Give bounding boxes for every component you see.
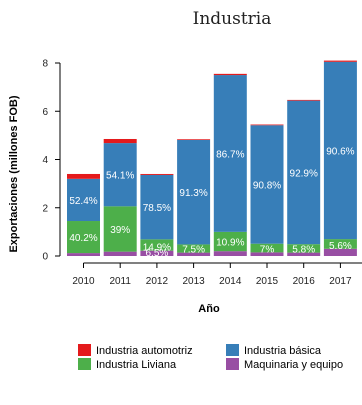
bar-segment bbox=[103, 143, 137, 207]
data-label: 7% bbox=[260, 244, 275, 255]
data-label: 40.2% bbox=[69, 233, 97, 244]
legend-swatch bbox=[226, 344, 239, 356]
legend-swatch bbox=[226, 358, 239, 370]
data-label: 54.1% bbox=[106, 171, 134, 182]
bar-segment bbox=[287, 100, 321, 245]
x-axis: 2010 2011 2012 2013 2014 2015 2016 2017 bbox=[72, 262, 362, 287]
data-label: 91.3% bbox=[179, 188, 207, 199]
bar-segment bbox=[140, 250, 174, 256]
data-label: 7.5% bbox=[182, 245, 205, 256]
x-tick-label: 2010 bbox=[72, 276, 95, 287]
y-tick-label: 2 bbox=[42, 203, 48, 214]
legend-swatch bbox=[78, 344, 91, 356]
bar-segment bbox=[287, 252, 321, 256]
bar-segment bbox=[103, 206, 137, 252]
data-label: 92.9% bbox=[290, 168, 318, 179]
legend: Industria automotriz Industria Liviana Ind… bbox=[78, 344, 343, 371]
bar-segment bbox=[177, 139, 211, 245]
data-label: 78.5% bbox=[143, 203, 171, 214]
legend-label: Industria básica bbox=[244, 345, 322, 357]
bar-segment bbox=[250, 124, 284, 126]
x-tick-label: 2016 bbox=[293, 276, 316, 287]
bar-segment bbox=[103, 251, 137, 256]
x-tick-label: 2014 bbox=[219, 276, 242, 287]
data-label: 52.4% bbox=[69, 196, 97, 207]
data-label: 39% bbox=[110, 225, 130, 236]
bar-segment bbox=[287, 99, 321, 101]
bar-segment bbox=[67, 221, 100, 254]
bar-segment bbox=[213, 75, 247, 232]
y-tick-label: 0 bbox=[42, 252, 48, 263]
bar-segment bbox=[287, 244, 321, 253]
x-tick-label: 2012 bbox=[146, 276, 169, 287]
x-tick-label: 2015 bbox=[256, 276, 279, 287]
plot-area: 40.2% 52.4% 39% 54.1% 6.5%14.9% 78.5% 7.5% 91.3… bbox=[67, 60, 357, 259]
data-label: 6.5% bbox=[146, 248, 169, 259]
legend-swatch bbox=[78, 358, 91, 370]
y-axis-title: Exportaciones (millones FOB) bbox=[8, 95, 20, 252]
data-label: 10.9% bbox=[216, 238, 244, 249]
bar-segment bbox=[140, 173, 174, 175]
bar-segment bbox=[140, 239, 174, 251]
y-tick-label: 8 bbox=[42, 59, 48, 70]
legend-label: Industria Liviana bbox=[96, 359, 177, 371]
bar-segment bbox=[323, 61, 357, 240]
bar-segment bbox=[250, 252, 284, 256]
bar-segment bbox=[250, 125, 284, 244]
x-tick-label: 2011 bbox=[109, 276, 131, 287]
bar-segment bbox=[250, 243, 284, 253]
bar-segment bbox=[67, 178, 100, 222]
bar-segment bbox=[323, 239, 357, 249]
bar-segment bbox=[323, 248, 357, 256]
y-axis: 0 2 4 6 8 bbox=[42, 59, 61, 263]
data-label: 5.8% bbox=[292, 245, 315, 256]
data-label: 90.6% bbox=[326, 146, 354, 157]
bar-segment bbox=[140, 174, 174, 240]
y-tick-label: 6 bbox=[42, 107, 48, 118]
bar-segment bbox=[67, 253, 100, 256]
bar-segment bbox=[177, 244, 211, 253]
bar-segment bbox=[213, 251, 247, 256]
bar-segment bbox=[213, 73, 247, 76]
y-tick-label: 4 bbox=[42, 155, 48, 166]
data-label: 14.9% bbox=[143, 243, 171, 254]
x-axis-title: Año bbox=[198, 303, 220, 315]
data-label: 5.6% bbox=[329, 241, 352, 252]
legend-label: Industria automotriz bbox=[96, 345, 193, 357]
bar-segment bbox=[103, 138, 137, 144]
x-tick-label: 2013 bbox=[182, 276, 205, 287]
data-label: 86.7% bbox=[216, 149, 244, 160]
bar-segment bbox=[67, 173, 100, 179]
bar-segment bbox=[213, 231, 247, 252]
chart-title: Industria bbox=[193, 9, 272, 29]
bar-segment bbox=[177, 252, 211, 256]
data-label: 90.8% bbox=[253, 180, 281, 191]
x-tick-label: 2017 bbox=[329, 276, 352, 287]
legend-label: Maquinaria y equipo bbox=[244, 359, 343, 371]
bar-segment bbox=[177, 139, 211, 140]
bar-segment bbox=[323, 60, 357, 62]
